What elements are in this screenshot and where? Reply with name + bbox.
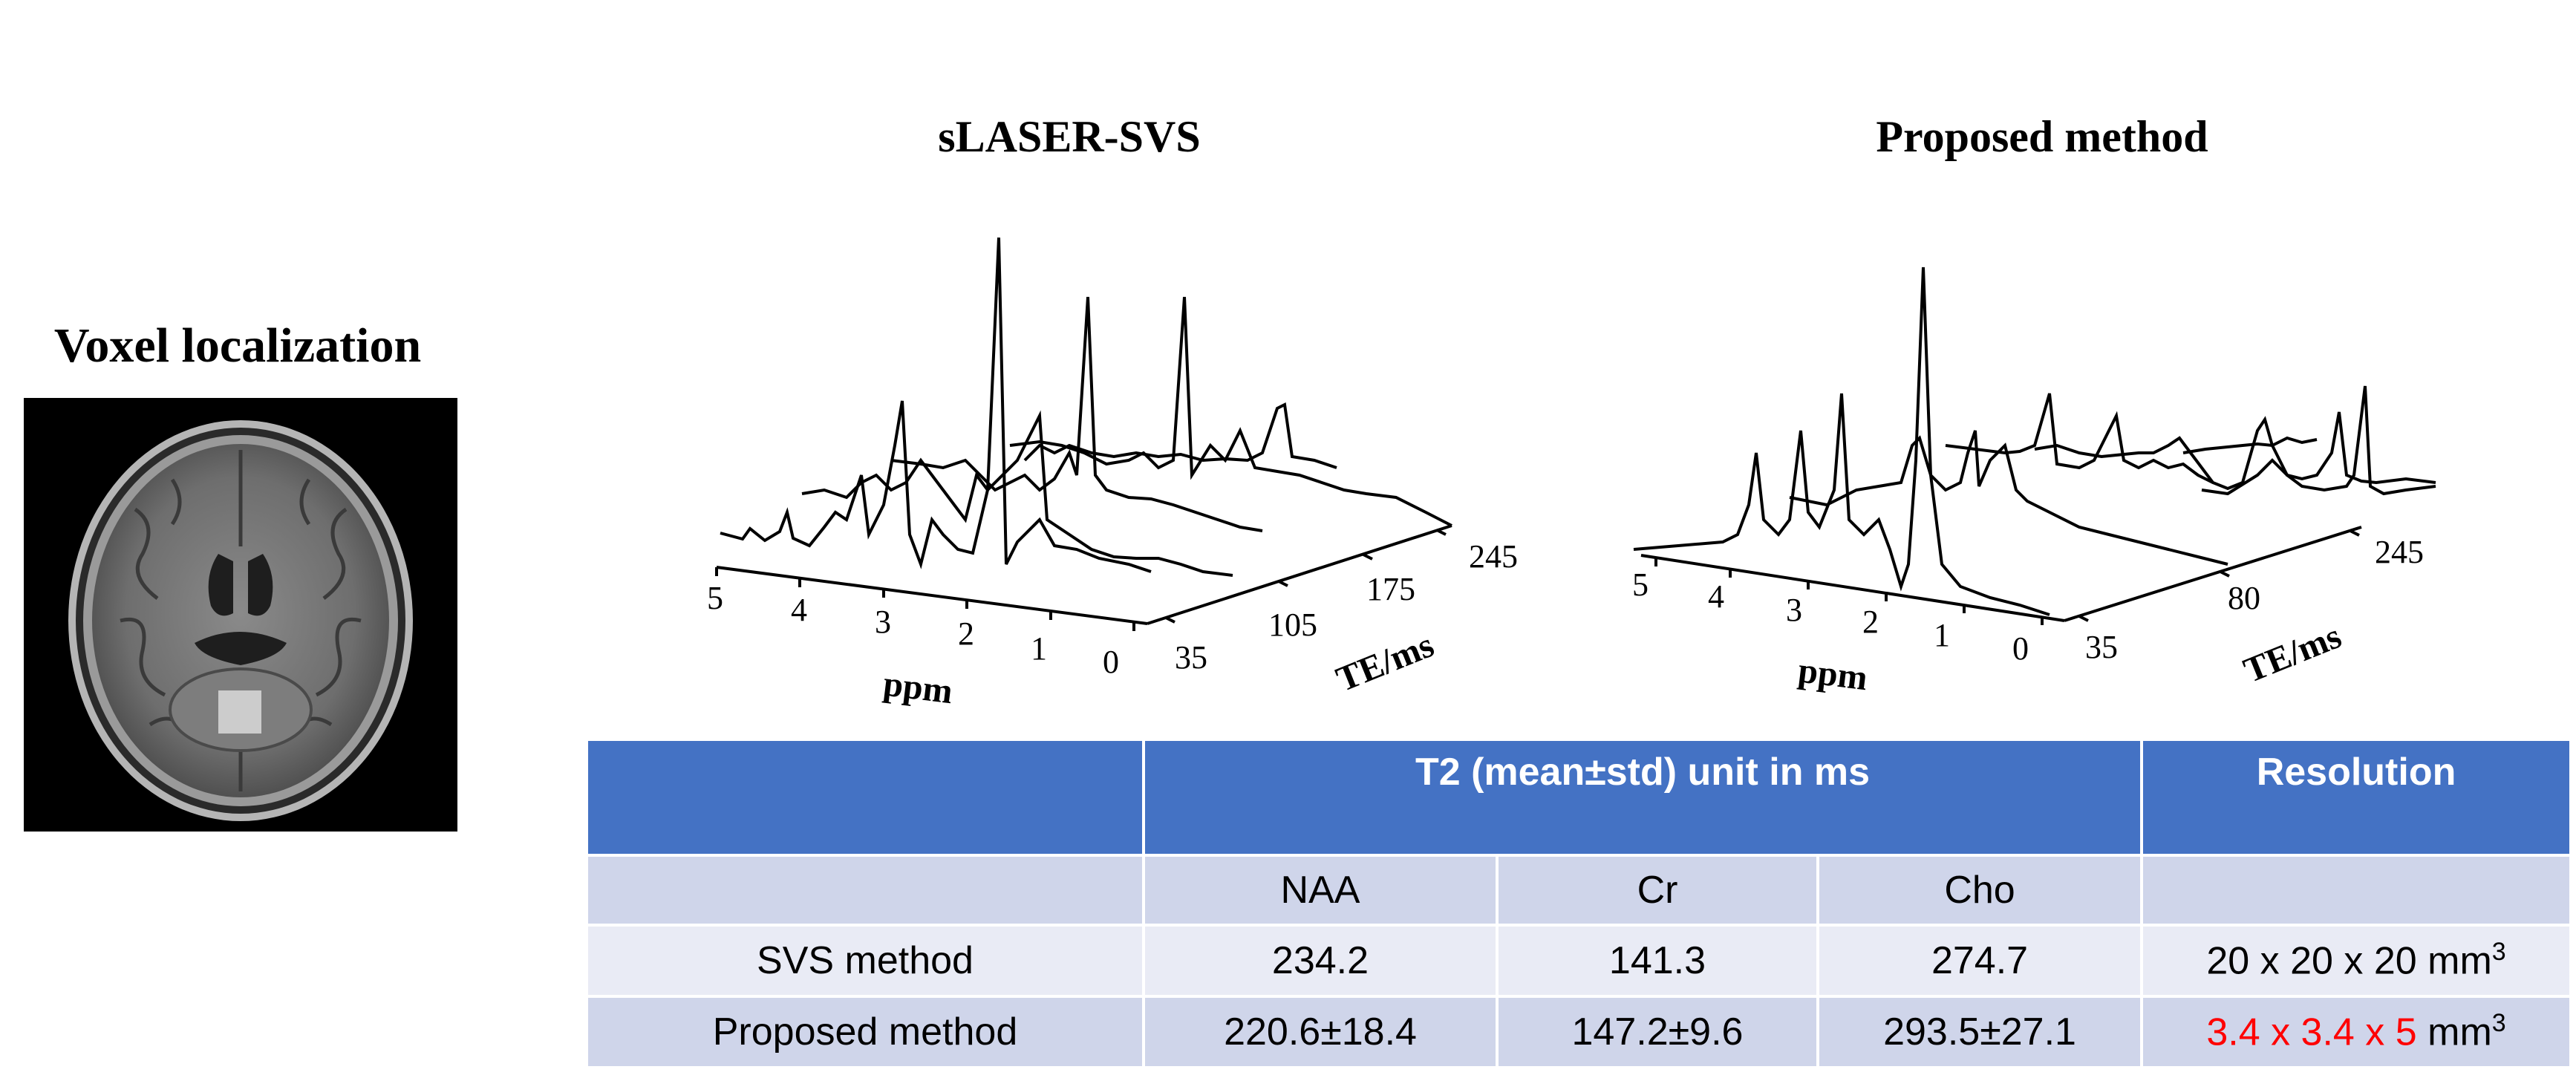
table-cell-resolution: 20 x 20 x 20 mm3 xyxy=(2140,924,2573,998)
svs-te-tick: 35 xyxy=(1175,639,1207,676)
resolution-exponent: 3 xyxy=(2491,1009,2506,1038)
svs-ppm-tick: 0 xyxy=(1103,644,1119,680)
svs-ppm-tick: 1 xyxy=(1031,630,1047,667)
resolution-value: 20 x 20 x 20 xyxy=(2206,939,2417,983)
proposed-ppm-tick: 0 xyxy=(2012,630,2029,667)
svs-ppm-label: ppm xyxy=(881,664,955,711)
table-cell-cho: 293.5±27.1 xyxy=(1816,995,2144,1069)
table-cell-cr: 141.3 xyxy=(1496,924,1819,998)
table-row: NAA Cr Cho xyxy=(585,854,2573,927)
proposed-ppm-tick: 2 xyxy=(1862,604,1879,640)
proposed-spectrum-3 xyxy=(1945,393,2214,484)
svs-spectrum-3 xyxy=(890,296,1263,532)
svs-te-tick: 245 xyxy=(1469,538,1518,575)
proposed-te-tick: 35 xyxy=(2085,629,2118,665)
proposed-spectrum-2 xyxy=(1789,430,2228,566)
proposed-te-tick: 245 xyxy=(2375,534,2424,570)
proposed-plot-title: Proposed method xyxy=(1876,112,2208,161)
resolution-unit: mm xyxy=(2427,1010,2492,1054)
svs-te-tick: 175 xyxy=(1366,571,1415,607)
table-cell-cho-header: Cho xyxy=(1816,854,2144,927)
proposed-ppm-tick: 4 xyxy=(1708,578,1724,615)
svs-spectrum-5 xyxy=(1023,402,1337,469)
spectra-plots: 5 4 3 2 1 0 ppm 35 105 175 245 TE/ms xyxy=(707,237,2436,711)
proposed-ppm-tick: 5 xyxy=(1632,566,1649,603)
svs-ppm-tick: 2 xyxy=(958,615,974,652)
table-cell-naa: 220.6±18.4 xyxy=(1142,995,1499,1069)
proposed-spectrum-1 xyxy=(1633,267,2050,616)
proposed-ppm-label: ppm xyxy=(1796,650,1870,698)
resolution-exponent: 3 xyxy=(2491,938,2506,967)
table-cell-cho: 274.7 xyxy=(1816,924,2144,998)
table-row: SVS method 234.2 141.3 274.7 20 x 20 x 2… xyxy=(585,924,2573,998)
row-label: Proposed method xyxy=(585,995,1145,1069)
svs-ppm-tick: 5 xyxy=(707,580,723,616)
proposed-spectrum-4 xyxy=(2034,411,2436,491)
svs-spectrum-2 xyxy=(801,410,1233,577)
proposed-ppm-axis xyxy=(1640,554,2065,622)
table-cell-cr: 147.2±9.6 xyxy=(1496,995,1819,1069)
resolution-value-highlight: 3.4 x 3.4 x 5 xyxy=(2206,1010,2417,1054)
brain-mri-image xyxy=(24,398,457,832)
table-cell-empty xyxy=(2140,854,2573,927)
svs-ppm-axis xyxy=(716,566,1148,625)
svs-ppm-tick: 3 xyxy=(875,604,891,640)
table-cell-naa-header: NAA xyxy=(1142,854,1499,927)
svs-spectra-plot: 5 4 3 2 1 0 ppm 35 105 175 245 TE/ms xyxy=(707,237,1518,711)
svs-ppm-tick: 4 xyxy=(791,592,807,628)
svs-plot-title: sLASER-SVS xyxy=(938,112,1201,161)
table-cell-naa: 234.2 xyxy=(1142,924,1499,998)
table-header-t2: T2 (mean±std) unit in ms xyxy=(1141,738,2144,857)
table-row: Proposed method 220.6±18.4 147.2±9.6 293… xyxy=(585,995,2573,1069)
table-header-resolution: Resolution xyxy=(2140,738,2573,857)
t2-results-table: T2 (mean±std) unit in ms Resolution NAA … xyxy=(585,738,2573,1069)
proposed-spectra-plot: 5 4 3 2 1 0 ppm 35 80 245 TE/ms xyxy=(1632,267,2436,698)
table-cell-resolution: 3.4 x 3.4 x 5 mm3 xyxy=(2140,995,2573,1069)
row-label: SVS method xyxy=(585,924,1145,998)
svs-spectrum-1 xyxy=(720,237,1152,573)
voxel-marker xyxy=(218,690,261,734)
table-cell-cr-header: Cr xyxy=(1496,854,1819,927)
table-header-empty xyxy=(585,738,1145,857)
voxel-localization-title: Voxel localization xyxy=(53,318,422,373)
proposed-ppm-tick: 3 xyxy=(1786,592,1802,628)
resolution-unit: mm xyxy=(2427,939,2492,983)
proposed-spectrum-6 xyxy=(2201,385,2436,496)
svs-te-axis xyxy=(1147,524,1452,625)
proposed-te-label: TE/ms xyxy=(2238,616,2347,690)
proposed-ppm-tick: 1 xyxy=(1934,617,1950,653)
proposed-spectrum-5 xyxy=(2182,436,2318,454)
svs-te-label: TE/ms xyxy=(1331,625,1439,699)
table-cell-empty xyxy=(585,854,1145,927)
svs-spectrum-4 xyxy=(1009,296,1452,527)
svs-te-tick: 105 xyxy=(1268,607,1317,643)
proposed-te-axis xyxy=(2064,526,2362,622)
proposed-te-tick: 80 xyxy=(2228,580,2260,616)
brain-axial-slice xyxy=(68,420,413,821)
